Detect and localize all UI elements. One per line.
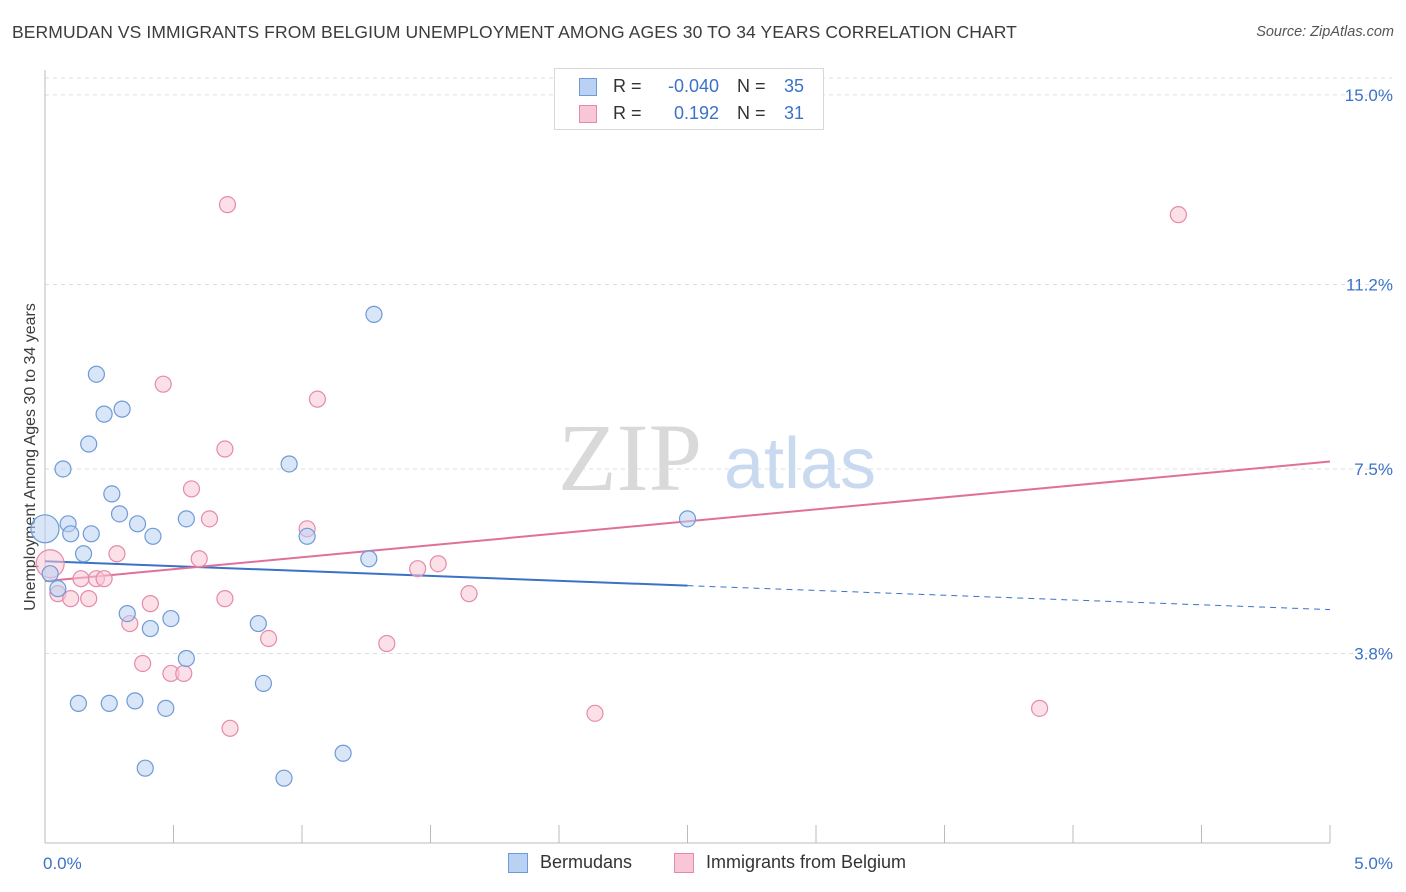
- belgium-point: [1030, 699, 1049, 717]
- belgium-point: [108, 545, 126, 563]
- source-label: Source: ZipAtlas.com: [1256, 24, 1394, 40]
- legend-label: Immigrants from Belgium: [706, 852, 907, 872]
- belgium-point: [586, 704, 604, 722]
- x-tick-label: 5.0%: [1354, 854, 1393, 873]
- bermudans-point: [118, 604, 136, 623]
- bermudans-trend-line: [44, 560, 688, 587]
- y-tick-label: 15.0%: [1345, 86, 1393, 105]
- bermudans-point: [41, 565, 59, 583]
- belgium-point: [460, 585, 478, 603]
- belgium-point: [308, 390, 327, 408]
- belgium-point: [95, 570, 113, 588]
- belgium-point: [134, 654, 152, 673]
- n-value: 31: [783, 103, 805, 123]
- stats-row-bermudans: R = -0.040 N = 35: [555, 74, 823, 100]
- belgium-point: [200, 510, 219, 528]
- belgium-point: [216, 440, 234, 458]
- watermark-zip: ZIP: [558, 404, 702, 511]
- bermudans-point: [49, 580, 67, 598]
- belgium-point: [409, 560, 427, 578]
- bermudans-trend-extension: [687, 585, 1331, 611]
- belgium-point: [154, 375, 172, 393]
- y-tick-label: 7.5%: [1354, 460, 1393, 479]
- correlation-stats-box: R = -0.040 N = 35 R = 0.192 N = 31: [554, 68, 824, 130]
- belgium-point: [429, 555, 447, 573]
- bermudans-point: [157, 699, 175, 717]
- gridlines: [45, 77, 1392, 654]
- bermudans-point: [144, 527, 162, 545]
- belgium-point: [62, 590, 80, 608]
- belgium-point: [1169, 206, 1187, 224]
- stats-row-belgium: R = 0.192 N = 31: [555, 101, 823, 127]
- bermudans-point: [275, 769, 293, 787]
- r-label: R =: [613, 76, 642, 96]
- n-value: 35: [783, 76, 805, 96]
- belgium-point: [259, 629, 278, 648]
- watermark-atlas: atlas: [724, 424, 876, 504]
- belgium-point: [378, 634, 396, 653]
- belgium-point: [221, 719, 239, 737]
- bermudans-point: [82, 525, 100, 543]
- bermudans-point: [141, 619, 159, 638]
- tick-labels: 3.8% 7.5% 11.2% 15.0% 0.0% 5.0%: [43, 86, 1393, 873]
- r-value: 0.192: [673, 103, 719, 123]
- legend-swatch-pink: [674, 853, 694, 873]
- y-tick-label: 3.8%: [1354, 644, 1393, 663]
- y-tick-label: 11.2%: [1346, 275, 1393, 294]
- x-tick-label: 0.0%: [43, 854, 82, 873]
- bermudans-point: [162, 609, 180, 628]
- belgium-point: [218, 196, 237, 214]
- bermudans-point: [280, 455, 298, 473]
- bermudans-point: [62, 525, 80, 543]
- belgium-point: [141, 595, 159, 613]
- pink-swatch: [579, 105, 597, 123]
- legend-label: Bermudans: [540, 852, 633, 872]
- bermudans-point: [128, 515, 147, 533]
- bermudans-point: [74, 545, 93, 563]
- bermudans-point: [678, 510, 697, 528]
- r-label: R =: [613, 103, 642, 123]
- belgium-point: [80, 590, 98, 608]
- legend-swatch-blue: [508, 853, 528, 873]
- belgium-point: [216, 590, 234, 608]
- bermudans-point: [177, 510, 195, 528]
- chart-title: BERMUDAN VS IMMIGRANTS FROM BELGIUM UNEM…: [12, 22, 1017, 42]
- belgium-point: [72, 570, 90, 588]
- n-label: N =: [737, 103, 766, 123]
- bermudans-point: [80, 435, 98, 453]
- bermudans-point: [54, 460, 72, 478]
- axes: [44, 70, 1331, 844]
- data-points: [30, 196, 1187, 787]
- r-value: -0.040: [667, 76, 719, 96]
- bermudans-point: [110, 505, 129, 523]
- bermudans-point: [298, 527, 316, 545]
- bermudans-point: [136, 759, 154, 777]
- belgium-point: [175, 664, 193, 683]
- blue-swatch: [579, 78, 597, 96]
- bermudans-point: [177, 649, 195, 668]
- bermudans-point: [69, 694, 88, 712]
- belgium-point: [182, 480, 201, 498]
- bermudans-point: [100, 694, 118, 712]
- bermudans-point: [254, 674, 273, 693]
- bermudans-point: [365, 305, 383, 323]
- bermudans-point: [249, 614, 267, 633]
- bermudans-point: [30, 514, 60, 544]
- n-label: N =: [737, 76, 766, 96]
- belgium-point: [190, 550, 208, 568]
- bermudans-point: [95, 405, 113, 423]
- watermark: ZIP atlas: [558, 404, 876, 511]
- bermudans-point: [334, 744, 352, 762]
- bermudans-point: [103, 485, 121, 503]
- bermudans-point: [87, 365, 106, 383]
- bermudans-point: [113, 400, 131, 418]
- bermudans-point: [126, 692, 144, 710]
- bermudans-point: [360, 550, 378, 568]
